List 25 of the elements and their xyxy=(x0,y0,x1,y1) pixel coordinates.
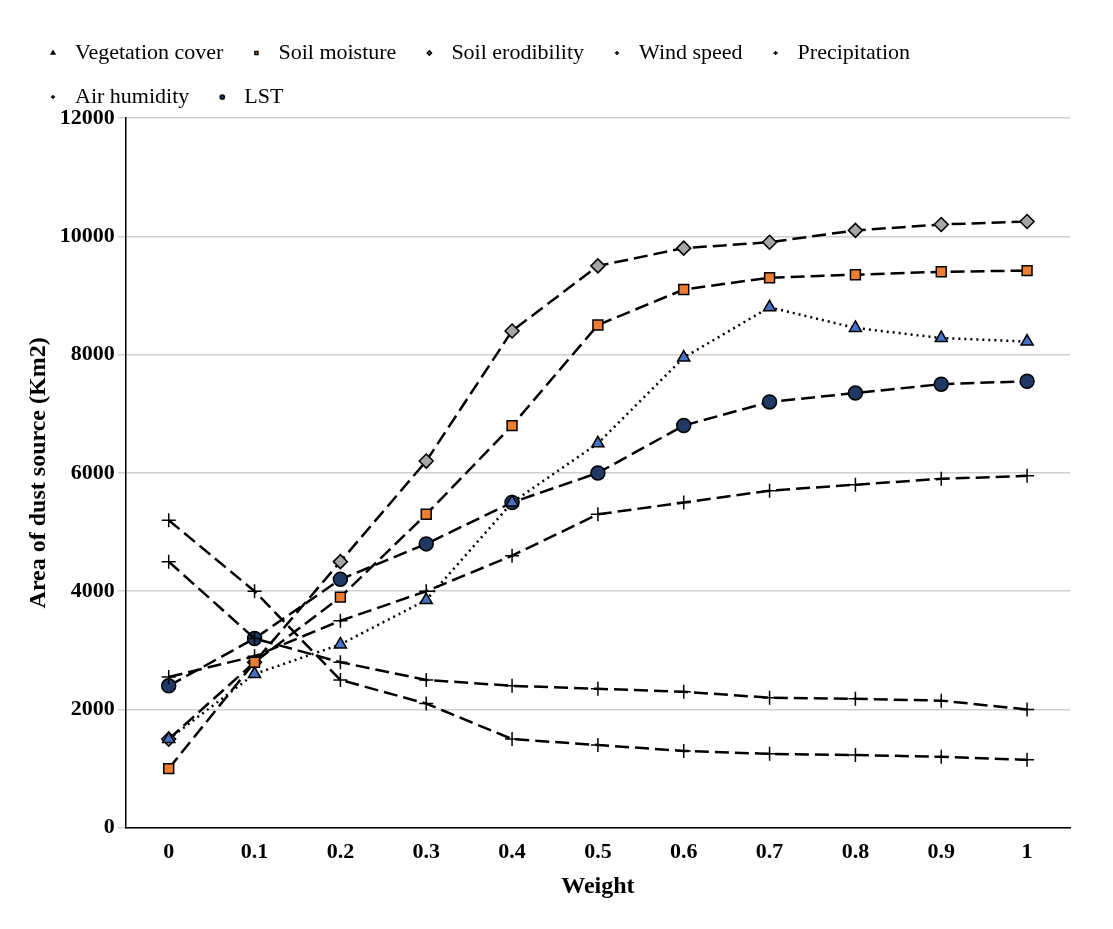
x-tick-label: 0.3 xyxy=(412,837,440,863)
x-tick-label: 0.1 xyxy=(240,837,269,863)
x-axis-title: Weight xyxy=(561,871,635,898)
y-tick-label: 2000 xyxy=(70,695,115,721)
y-tick-label: 4000 xyxy=(70,576,115,602)
y-tick-label: 8000 xyxy=(70,340,115,366)
y-tick-label: 6000 xyxy=(70,458,115,484)
y-axis-title: Area of dust source (Km2) xyxy=(23,337,50,609)
legend-label: Precipitation xyxy=(797,38,911,64)
y-tick-label: 10000 xyxy=(59,221,115,247)
x-tick-label: 0 xyxy=(163,837,175,863)
x-tick-label: 1 xyxy=(1021,837,1033,863)
legend-label: LST xyxy=(244,82,284,108)
legend-label: Soil moisture xyxy=(278,38,397,64)
x-tick-label: 0.9 xyxy=(927,837,955,863)
legend-label: Soil erodibility xyxy=(451,38,585,64)
legend-label: Vegetation cover xyxy=(75,38,225,64)
x-tick-label: 0.8 xyxy=(841,837,870,863)
x-tick-label: 0.2 xyxy=(326,837,355,863)
x-tick-label: 0.6 xyxy=(669,837,698,863)
x-tick-label: 0.5 xyxy=(584,837,612,863)
x-tick-label: 0.7 xyxy=(755,837,784,863)
y-tick-label: 0 xyxy=(103,813,115,839)
legend-label: Wind speed xyxy=(639,38,743,64)
x-tick-label: 0.4 xyxy=(498,837,526,863)
